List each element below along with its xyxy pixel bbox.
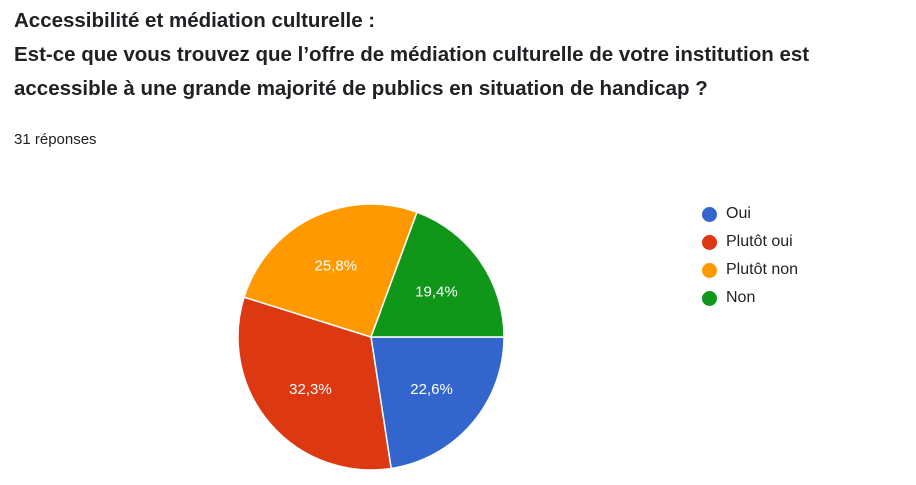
legend-item[interactable]: Oui <box>702 200 798 228</box>
question-title-line: accessible à une grande majorité de publ… <box>14 77 708 100</box>
pie-slice-plut-t-non[interactable] <box>243 203 418 338</box>
pie-slice-non[interactable] <box>369 211 505 338</box>
response-count: 31 réponses <box>14 131 97 148</box>
slice-label: 22,6% <box>410 381 453 398</box>
legend-item[interactable]: Plutôt non <box>702 256 798 284</box>
slice-label: 25,8% <box>315 257 358 274</box>
legend-swatch <box>702 290 717 306</box>
legend-label: Plutôt non <box>726 261 799 278</box>
legend-swatch <box>702 262 717 278</box>
legend-label: Plutôt oui <box>726 233 793 250</box>
legend-swatch <box>702 206 717 222</box>
legend-label: Oui <box>726 205 751 222</box>
legend-item[interactable]: Non <box>702 284 798 312</box>
legend-item[interactable]: Plutôt oui <box>702 228 798 256</box>
slice-label: 19,4% <box>415 283 458 300</box>
slice-label: 32,3% <box>289 381 332 398</box>
legend-swatch <box>702 234 717 250</box>
question-title-line: Est-ce que vous trouvez que l’offre de m… <box>14 43 810 66</box>
legend-label: Non <box>726 289 756 306</box>
pie-slice-plut-t-oui[interactable] <box>237 296 393 471</box>
question-title-line: Accessibilité et médiation culturelle : <box>14 9 376 32</box>
chart-legend: Oui Plutôt oui Plutôt non Non <box>702 200 798 312</box>
pie-slice-oui[interactable] <box>370 336 505 470</box>
question-title: Accessibilité et médiation culturelle : … <box>14 4 914 106</box>
